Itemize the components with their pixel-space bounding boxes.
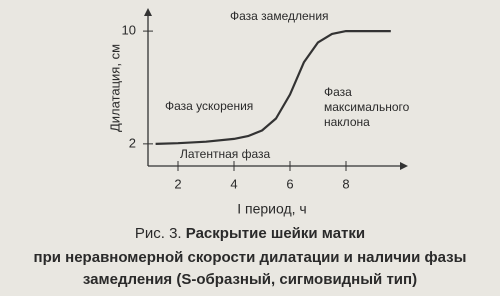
caption-text: Раскрытие шейки матки — [186, 225, 365, 242]
y-tick-label: 10 — [122, 23, 136, 38]
annotation: Фаза ускорения — [165, 99, 253, 113]
annotation: максимального — [324, 100, 410, 114]
annotation: Фаза замедления — [230, 9, 329, 23]
caption-text: при неравномерной скорости дилатации и н… — [34, 249, 467, 266]
y-tick-label: 2 — [129, 135, 136, 150]
caption-label: Рис. 3. — [135, 225, 182, 242]
x-tick-label: 4 — [230, 176, 237, 191]
x-axis-arrow — [400, 162, 408, 170]
curve — [155, 30, 391, 145]
y-axis-label: Дилатация, см — [107, 44, 122, 132]
caption-text: замедления (S-образный, сигмовидный тип) — [83, 271, 417, 288]
caption-line: Рис. 3. Раскрытие шейки матки — [135, 225, 365, 242]
x-tick-label: 8 — [342, 176, 349, 191]
y-axis-arrow — [144, 8, 152, 16]
annotation: Фаза — [324, 85, 352, 99]
x-tick-label: 2 — [174, 176, 181, 191]
annotation: наклона — [324, 115, 370, 129]
x-tick-label: 6 — [286, 176, 293, 191]
x-axis-label: I период, ч — [237, 201, 306, 217]
annotation: Латентная фаза — [180, 147, 270, 161]
